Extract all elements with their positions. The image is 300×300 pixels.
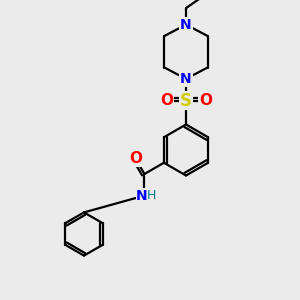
Text: N: N (136, 189, 148, 202)
Text: O: O (129, 151, 142, 166)
Text: N: N (180, 72, 192, 86)
Text: N: N (180, 18, 192, 32)
Text: S: S (180, 92, 192, 110)
Text: H: H (147, 189, 157, 202)
Text: O: O (199, 93, 212, 108)
Text: O: O (160, 93, 173, 108)
